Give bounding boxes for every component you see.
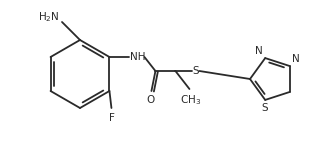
Text: S: S: [192, 66, 199, 76]
Text: O: O: [146, 95, 155, 105]
Text: F: F: [109, 113, 115, 123]
Text: S: S: [261, 103, 268, 113]
Text: $\mathregular{CH_3}$: $\mathregular{CH_3}$: [180, 93, 201, 107]
Text: N: N: [255, 46, 263, 56]
Text: NH: NH: [130, 52, 146, 62]
Text: $\mathregular{H_2N}$: $\mathregular{H_2N}$: [39, 10, 60, 24]
Text: N: N: [292, 54, 299, 64]
